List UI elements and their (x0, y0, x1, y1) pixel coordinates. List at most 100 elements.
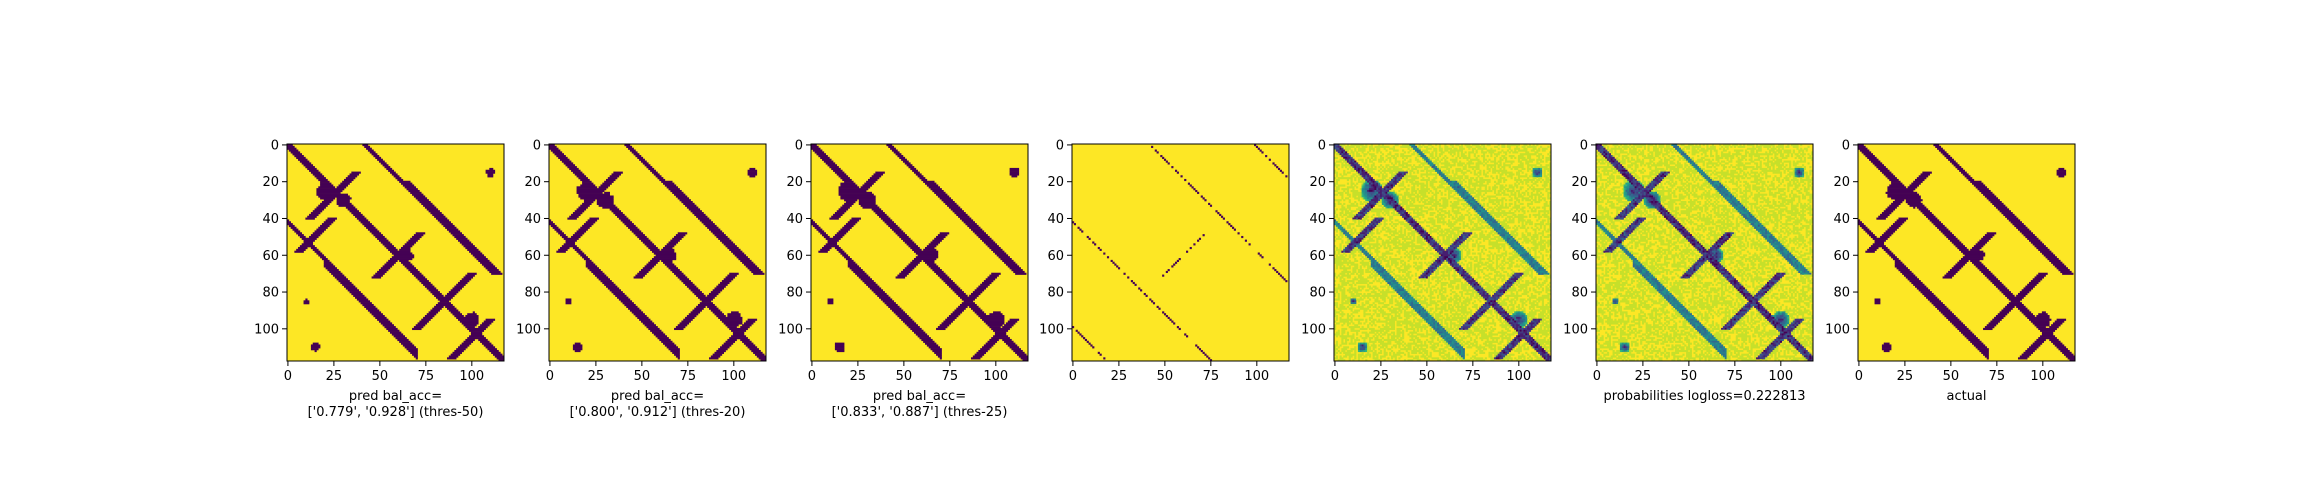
heatmap-cell-run (1539, 285, 1543, 288)
heatmap-cell-run (672, 351, 680, 354)
heatmap-cell-run (1376, 195, 1381, 198)
heatmap-cell-run (906, 265, 917, 268)
heatmap-cell-run (292, 228, 299, 231)
heatmap-cell-run (659, 338, 671, 342)
heatmap-cell-run (1484, 287, 1495, 290)
heatmap-cell-run (1545, 254, 1548, 257)
heatmap-cell-run (747, 169, 758, 172)
heatmap-cell-run (1405, 217, 1408, 220)
heatmap-cell-run (987, 324, 1003, 327)
heatmap-cell-run (485, 267, 497, 270)
heatmap-cell-run (1414, 156, 1418, 160)
heatmap-cell-run (1387, 235, 1392, 239)
heatmap-cell-run (1459, 256, 1462, 259)
heatmap-cell-run (1368, 153, 1375, 156)
heatmap-cell-run (1466, 234, 1469, 237)
heatmap-cell-run (1516, 248, 1519, 251)
heatmap-cell-run (1407, 151, 1410, 154)
heatmap-cell-run (1418, 276, 1423, 279)
heatmap-cell-run (840, 197, 876, 200)
heatmap-cell-run (674, 193, 686, 196)
heatmap-cell-run (428, 311, 439, 314)
heatmap-cell-run (1429, 171, 1432, 174)
heatmap-cell-run (309, 169, 319, 172)
heatmap-cell-run (1346, 167, 1350, 171)
heatmap-cell-run (1420, 210, 1429, 213)
heatmap-cell-run (1372, 228, 1375, 231)
heatmap-cell-run (847, 259, 854, 262)
heatmap-cell-run (1357, 280, 1370, 283)
heatmap-cell-run (478, 259, 490, 262)
heatmap-cell-run (1510, 278, 1519, 281)
heatmap-cell-run (1479, 258, 1486, 261)
heatmap-cell-run (1392, 145, 1395, 148)
heatmap-cell-run (1516, 263, 1519, 266)
heatmap-cell-run (925, 342, 937, 345)
heatmap-cell-run (1368, 258, 1372, 261)
heatmap-cell-run (1427, 201, 1434, 204)
heatmap-cell-run (954, 212, 966, 215)
heatmap-cell-run (1348, 246, 1353, 250)
heatmap-cell-run (1370, 204, 1373, 207)
heatmap-cell-run (1420, 188, 1430, 191)
heatmap-cell-run (1429, 184, 1434, 187)
heatmap-cell-run (1409, 235, 1412, 239)
heatmap-cell-run (1534, 258, 1537, 261)
heatmap-cell-run (1184, 333, 1187, 336)
heatmap-cell-run (1545, 289, 1552, 292)
heatmap-cell-run (1365, 169, 1373, 172)
heatmap-cell-run (1455, 191, 1458, 194)
x-axis-label: ['0.779', '0.928'] (thres-50) (308, 405, 484, 420)
y-tick-label: 20 (524, 175, 541, 190)
heatmap-cell-run (1440, 173, 1445, 176)
heatmap-cell-run (1403, 298, 1407, 301)
heatmap-cell-run (1339, 278, 1342, 281)
heatmap-cell-run (1176, 259, 1179, 262)
heatmap-cell-run (1376, 212, 1381, 215)
heatmap-cell-run (1541, 300, 1544, 303)
heatmap-cell-run (1413, 265, 1416, 268)
heatmap-cell-run (1359, 248, 1362, 251)
heatmap-cell-run (1541, 178, 1544, 182)
heatmap-cell-run (1549, 151, 1552, 154)
heatmap-cell-run (1099, 353, 1102, 356)
heatmap-cell-run (1418, 149, 1421, 152)
heatmap-cell-run (582, 182, 594, 185)
heatmap-cell-run (1460, 294, 1464, 297)
heatmap-cell-run (1477, 212, 1482, 215)
heatmap-cell-run (1448, 191, 1452, 194)
heatmap-cell-run (1396, 173, 1403, 176)
heatmap-cell-run (1442, 169, 1447, 172)
heatmap-cell-run (1471, 167, 1475, 171)
heatmap-cell-run (1396, 177, 1399, 180)
heatmap-cell-run (1451, 155, 1454, 158)
heatmap-cell-run (408, 189, 420, 193)
heatmap-cell-run (613, 171, 623, 174)
heatmap-cell-run (1396, 280, 1399, 283)
heatmap-cell-run (707, 305, 717, 308)
heatmap-cell-run (1365, 195, 1368, 198)
heatmap-cell-run (338, 184, 348, 187)
heatmap-cell-run (349, 291, 361, 294)
heatmap-cell-run (1004, 340, 1014, 343)
heatmap-cell-run (1359, 245, 1362, 248)
heatmap-cell-run (1378, 182, 1381, 185)
heatmap-cell-run (1527, 156, 1532, 160)
heatmap-cell-run (1492, 171, 1497, 174)
heatmap-cell-run (1004, 261, 1016, 264)
heatmap-cell-run (1545, 267, 1548, 270)
heatmap-cell-run (1335, 144, 1338, 147)
heatmap-cell-run (391, 173, 398, 176)
heatmap-cell-run (412, 327, 422, 331)
heatmap-cell-run (1475, 202, 1478, 205)
heatmap-cell-run (642, 241, 653, 244)
heatmap-cell-run (1436, 287, 1440, 290)
heatmap-cell-run (1363, 217, 1368, 220)
heatmap-cell-run (448, 291, 459, 294)
heatmap-cell-run (925, 182, 937, 185)
heatmap-cell-run (1381, 276, 1384, 279)
heatmap-cell-run (908, 326, 920, 329)
heatmap-cell-run (1405, 173, 1408, 176)
heatmap-cell-run (1488, 280, 1491, 283)
heatmap-cell-run (378, 269, 389, 272)
